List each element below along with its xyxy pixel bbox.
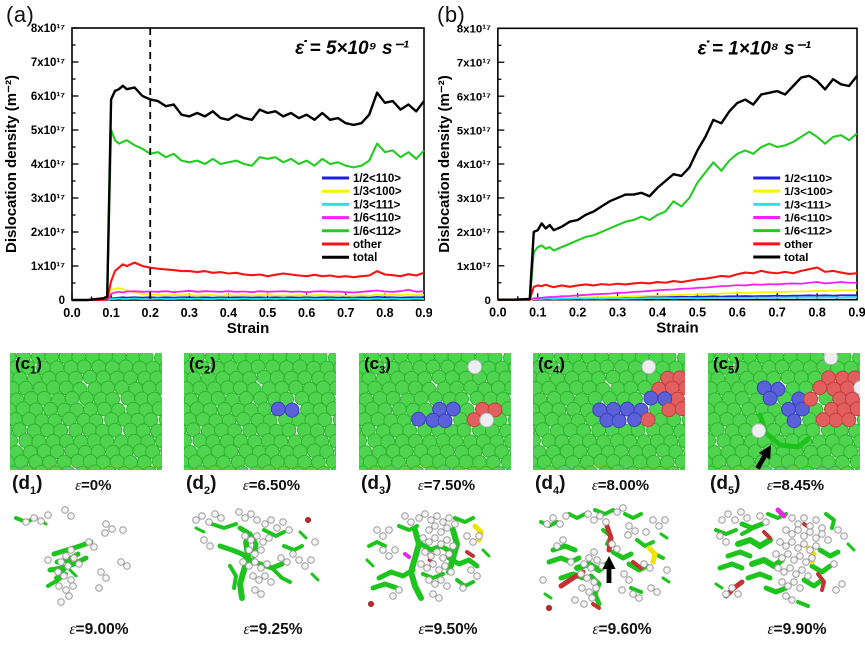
svg-text:4x10¹⁷: 4x10¹⁷ [457, 159, 491, 171]
svg-text:0.0: 0.0 [489, 306, 506, 320]
panel-label-c2: (c2) [189, 354, 216, 377]
svg-text:Strain: Strain [656, 320, 698, 337]
svg-text:7x10¹⁷: 7x10¹⁷ [457, 57, 491, 69]
svg-text:0.4: 0.4 [220, 306, 237, 320]
svg-text:0.0: 0.0 [63, 306, 80, 320]
strain-label-c2: ε=6.50% [242, 477, 301, 494]
panel-label-c1: (c1) [15, 354, 42, 377]
svg-text:1/6<110>: 1/6<110> [784, 212, 832, 224]
svg-text:3x10¹⁷: 3x10¹⁷ [457, 193, 491, 205]
svg-text:6x10¹⁷: 6x10¹⁷ [457, 91, 491, 103]
svg-text:0.8: 0.8 [376, 306, 393, 320]
svg-text:0.5: 0.5 [689, 306, 706, 320]
strain-label-c3: ε=7.50% [417, 477, 476, 494]
svg-text:1/3<111>: 1/3<111> [784, 199, 832, 211]
strain-label-d2: ε=9.25% [243, 621, 303, 638]
svg-text:Dislocation density (m⁻²): Dislocation density (m⁻²) [436, 75, 453, 252]
disloc-panel-d4 [533, 500, 685, 618]
svg-text:1/2<110>: 1/2<110> [353, 173, 401, 185]
snapshot-panel-c4: (c4) [533, 353, 685, 470]
svg-text:0.8: 0.8 [808, 306, 825, 320]
svg-text:1/3<111>: 1/3<111> [353, 199, 401, 211]
svg-text:1/2<110>: 1/2<110> [784, 173, 832, 185]
svg-text:0.2: 0.2 [569, 306, 586, 320]
svg-text:1/3<100>: 1/3<100> [353, 186, 402, 198]
strain-label-c1: ε=0% [75, 477, 112, 494]
svg-text:0.9: 0.9 [415, 306, 432, 320]
svg-text:8x10¹⁷: 8x10¹⁷ [31, 23, 65, 35]
svg-text:1x10¹⁷: 1x10¹⁷ [31, 261, 65, 273]
svg-text:8x10¹⁷: 8x10¹⁷ [457, 24, 491, 36]
disloc-panel-d2 [184, 500, 336, 618]
svg-text:Dislocation density (m⁻²): Dislocation density (m⁻²) [3, 75, 20, 253]
snapshot-panel-c2: (c2) [184, 353, 336, 470]
svg-text:other: other [353, 239, 382, 251]
svg-text:0.9: 0.9 [848, 306, 865, 320]
svg-text:0.4: 0.4 [649, 306, 666, 320]
svg-text:0.3: 0.3 [609, 306, 626, 320]
svg-text:0.3: 0.3 [181, 306, 198, 320]
svg-text:Strain: Strain [227, 320, 270, 337]
label-row-3: (d3) ε=7.50% [359, 473, 511, 497]
svg-text:0.2: 0.2 [142, 306, 159, 320]
panel-label-d3: (d3) [361, 473, 392, 497]
svg-text:other: other [784, 239, 813, 251]
svg-text:total: total [784, 252, 808, 264]
label-row-2: (d2) ε=6.50% [184, 473, 336, 497]
disloc-panel-d1 [10, 500, 162, 618]
panel-label-d4: (d4) [535, 473, 566, 497]
label-row-4: (d4) ε=8.00% [533, 473, 685, 497]
strain-label-d3: ε=9.50% [418, 621, 478, 638]
svg-text:ε̇ = 5×10⁹ s⁻¹: ε̇ = 5×10⁹ s⁻¹ [295, 38, 410, 59]
svg-text:6x10¹⁷: 6x10¹⁷ [31, 91, 65, 103]
svg-text:2x10¹⁷: 2x10¹⁷ [31, 227, 65, 239]
snapshot-panel-c5: (c5) [708, 353, 860, 470]
panel-label-c5: (c5) [713, 354, 740, 377]
snapshot-panel-c1: (c1) [10, 353, 162, 470]
snapshot-panel-c3: (c3) [359, 353, 511, 470]
strain-label-d5: ε=9.90% [767, 621, 827, 638]
svg-text:1/6<110>: 1/6<110> [353, 213, 401, 225]
svg-text:1/6<112>: 1/6<112> [784, 226, 832, 238]
svg-text:0.1: 0.1 [529, 306, 546, 320]
svg-text:5x10¹⁷: 5x10¹⁷ [457, 125, 491, 137]
panel-label-d2: (d2) [186, 473, 217, 497]
panel-a-label: (a) [6, 2, 35, 27]
svg-text:0.6: 0.6 [298, 306, 315, 320]
disloc-panel-d5 [708, 500, 860, 618]
svg-text:0: 0 [484, 295, 490, 307]
svg-text:total: total [353, 252, 377, 264]
svg-text:1x10¹⁷: 1x10¹⁷ [457, 261, 491, 273]
label-row-1: (d1) ε=0% [10, 473, 162, 497]
panel-label-d1: (d1) [12, 473, 43, 497]
panel-label-c3: (c3) [364, 354, 391, 377]
svg-text:0.5: 0.5 [259, 306, 276, 320]
strain-label-d1: ε=9.00% [69, 621, 129, 638]
svg-text:2x10¹⁷: 2x10¹⁷ [457, 227, 491, 239]
panel-b-label: (b) [437, 2, 466, 27]
svg-text:0.6: 0.6 [729, 306, 746, 320]
svg-text:4x10¹⁷: 4x10¹⁷ [31, 159, 65, 171]
strain-label-c4: ε=8.00% [591, 477, 650, 494]
panel-label-d5: (d5) [710, 473, 741, 497]
strain-label-c5: ε=8.45% [766, 477, 825, 494]
strain-label-d4: ε=9.60% [592, 621, 652, 638]
svg-text:0.7: 0.7 [769, 306, 786, 320]
label-row-5: (d5) ε=8.45% [708, 473, 860, 497]
svg-text:1/6<112>: 1/6<112> [353, 226, 401, 238]
chart-a: 0.0 0.1 0.2 0.3 0.4 0.5 0.6 0.7 0.8 0.9 0 1x10¹⁷ 2x1… [3, 23, 432, 337]
panel-label-c4: (c4) [538, 354, 565, 377]
svg-text:7x10¹⁷: 7x10¹⁷ [31, 57, 65, 69]
svg-text:5x10¹⁷: 5x10¹⁷ [31, 125, 65, 137]
svg-text:0.1: 0.1 [102, 306, 119, 320]
svg-text:ε̇ = 1×10⁸ s⁻¹: ε̇ = 1×10⁸ s⁻¹ [698, 38, 812, 59]
svg-text:0.7: 0.7 [337, 306, 354, 320]
chart-b: 0.0 0.1 0.2 0.3 0.4 0.5 0.6 0.7 0.8 0.9 0 1x10¹⁷ 2x1… [436, 24, 865, 337]
svg-text:1/3<100>: 1/3<100> [784, 186, 833, 198]
svg-text:3x10¹⁷: 3x10¹⁷ [31, 193, 65, 205]
svg-text:0: 0 [59, 295, 65, 307]
disloc-panel-d3 [359, 500, 511, 618]
